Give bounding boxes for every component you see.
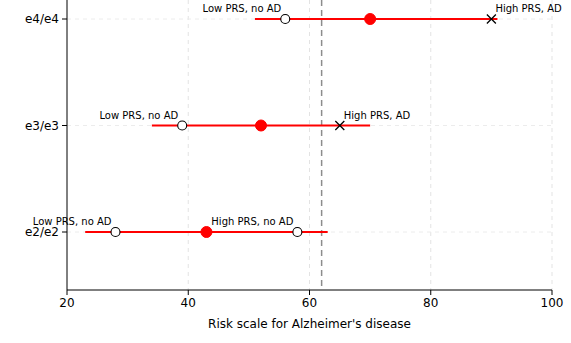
annotation-label: High PRS, AD (495, 3, 562, 14)
x-tick-label: 80 (423, 296, 438, 310)
grid-line (67, 232, 552, 233)
x-tick (188, 290, 189, 295)
annotation-label: Low PRS, no AD (203, 3, 282, 14)
y-tick-label: e2/e2 (25, 225, 59, 239)
y-tick-label: e3/e3 (25, 119, 59, 133)
marker-x (487, 15, 496, 24)
x-tick (309, 290, 310, 295)
annotation-label: High PRS, no AD (211, 216, 293, 227)
y-tick (62, 19, 67, 20)
y-tick (62, 125, 67, 126)
estimate-dot (365, 14, 376, 25)
x-tick (552, 290, 553, 295)
x-tick-label: 20 (59, 296, 74, 310)
marker-circle (293, 228, 302, 237)
marks (85, 0, 497, 290)
x-tick-label: 60 (302, 296, 317, 310)
estimate-dot (256, 120, 267, 131)
x-tick (430, 290, 431, 295)
grid-line (188, 0, 189, 290)
marker-x (335, 121, 344, 130)
grid-line (67, 19, 552, 20)
x-tick (67, 290, 68, 295)
grid-line (309, 0, 310, 290)
marker-circle (111, 228, 120, 237)
grid-line (552, 0, 553, 290)
chart: 20 40 60 80 100 Risk scale for Alzheimer's di… (0, 0, 571, 343)
y-tick-label: e4/e4 (25, 12, 59, 26)
x-tick-label: 40 (181, 296, 196, 310)
annotation-labels: Low PRS, no ADe4/e4circleHigh PRS, ADe4/… (0, 0, 562, 227)
grid-line (430, 0, 431, 290)
reference-line (321, 0, 323, 290)
x-axis-label: Risk scale for Alzheimer's disease (208, 317, 411, 331)
y-axis (67, 0, 68, 290)
annotation-label: High PRS, AD (344, 110, 411, 121)
range-line (255, 18, 498, 20)
estimate-dot (201, 227, 212, 238)
marker-circle (281, 15, 290, 24)
grid-line (67, 125, 552, 126)
marker-circle (178, 121, 187, 130)
x-tick-label: 100 (541, 296, 564, 310)
annotation-label: Low PRS, no AD (33, 216, 112, 227)
y-tick (62, 232, 67, 233)
annotation-label: Low PRS, no AD (99, 110, 178, 121)
